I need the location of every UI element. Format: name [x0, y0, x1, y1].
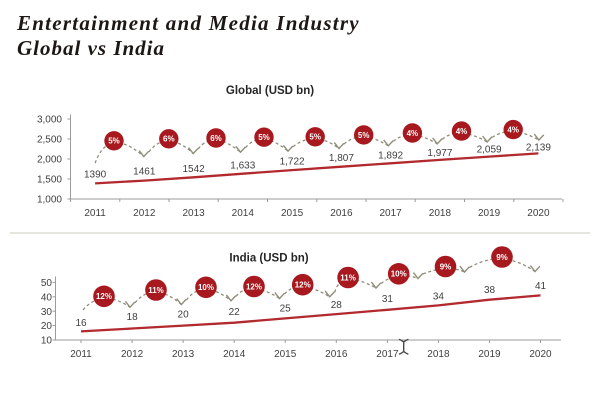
svg-text:1542: 1542	[182, 164, 205, 175]
svg-text:2012: 2012	[133, 208, 156, 219]
svg-text:2019: 2019	[478, 349, 501, 360]
svg-text:12%: 12%	[246, 282, 262, 291]
svg-text:2015: 2015	[274, 349, 297, 360]
svg-text:2016: 2016	[325, 349, 348, 360]
svg-text:12%: 12%	[295, 281, 311, 290]
svg-text:41: 41	[535, 281, 547, 292]
svg-text:2013: 2013	[172, 349, 195, 360]
svg-text:11%: 11%	[148, 286, 164, 295]
svg-text:4%: 4%	[407, 129, 419, 138]
svg-text:2020: 2020	[529, 349, 552, 360]
svg-text:6%: 6%	[163, 135, 175, 144]
svg-text:Entertainment and Media Indust: Entertainment and Media Industry	[16, 11, 360, 35]
svg-text:25: 25	[280, 304, 292, 315]
svg-text:2,000: 2,000	[37, 155, 62, 166]
svg-text:28: 28	[331, 300, 343, 311]
svg-text:Global (USD bn): Global (USD bn)	[226, 85, 314, 97]
svg-text:2015: 2015	[281, 208, 304, 219]
svg-text:4%: 4%	[456, 127, 468, 136]
svg-text:2017: 2017	[379, 208, 402, 219]
svg-text:10: 10	[41, 336, 53, 347]
svg-text:2020: 2020	[527, 208, 550, 219]
svg-text:31: 31	[382, 294, 394, 305]
svg-text:2018: 2018	[429, 208, 452, 219]
svg-text:5%: 5%	[108, 137, 120, 146]
svg-text:2016: 2016	[330, 208, 353, 219]
svg-text:20: 20	[41, 321, 53, 332]
svg-text:6%: 6%	[210, 134, 222, 143]
svg-text:1390: 1390	[84, 170, 107, 181]
svg-text:1,977: 1,977	[427, 148, 452, 159]
svg-text:1,000: 1,000	[37, 195, 62, 206]
svg-text:30: 30	[41, 307, 53, 318]
svg-text:9%: 9%	[440, 262, 452, 271]
svg-text:10%: 10%	[391, 270, 407, 279]
svg-text:1,807: 1,807	[329, 153, 354, 164]
svg-text:38: 38	[484, 285, 496, 296]
svg-text:2014: 2014	[232, 208, 255, 219]
svg-text:1,500: 1,500	[37, 175, 62, 186]
svg-text:2018: 2018	[427, 349, 450, 360]
svg-text:2012: 2012	[121, 349, 144, 360]
svg-text:12%: 12%	[96, 292, 112, 301]
svg-text:2,059: 2,059	[477, 145, 502, 156]
svg-text:Global vs India: Global vs India	[17, 36, 165, 60]
svg-text:40: 40	[41, 292, 53, 303]
svg-text:1,892: 1,892	[378, 151, 403, 162]
svg-text:1,722: 1,722	[280, 157, 305, 168]
svg-text:50: 50	[41, 278, 53, 289]
svg-text:2,139: 2,139	[526, 142, 551, 153]
svg-text:2,500: 2,500	[37, 135, 62, 146]
svg-text:5%: 5%	[309, 133, 321, 142]
svg-text:3,000: 3,000	[37, 115, 62, 126]
svg-text:22: 22	[229, 307, 241, 318]
svg-text:20: 20	[178, 310, 190, 321]
svg-text:34: 34	[433, 292, 445, 303]
svg-text:2019: 2019	[478, 208, 501, 219]
svg-text:5%: 5%	[258, 133, 270, 142]
svg-text:2013: 2013	[182, 208, 205, 219]
svg-text:18: 18	[127, 312, 139, 323]
svg-text:1461: 1461	[133, 166, 156, 177]
svg-text:10%: 10%	[198, 283, 214, 292]
svg-text:2017: 2017	[376, 349, 399, 360]
svg-text:9%: 9%	[496, 253, 508, 262]
svg-text:5%: 5%	[358, 131, 370, 140]
svg-text:2014: 2014	[223, 349, 246, 360]
svg-text:4%: 4%	[507, 126, 519, 135]
svg-text:16: 16	[75, 318, 87, 329]
svg-text:2011: 2011	[84, 208, 106, 219]
svg-text:1,633: 1,633	[230, 161, 255, 172]
svg-text:India (USD bn): India (USD bn)	[229, 253, 308, 265]
svg-text:11%: 11%	[340, 273, 356, 282]
svg-text:2011: 2011	[70, 349, 92, 360]
